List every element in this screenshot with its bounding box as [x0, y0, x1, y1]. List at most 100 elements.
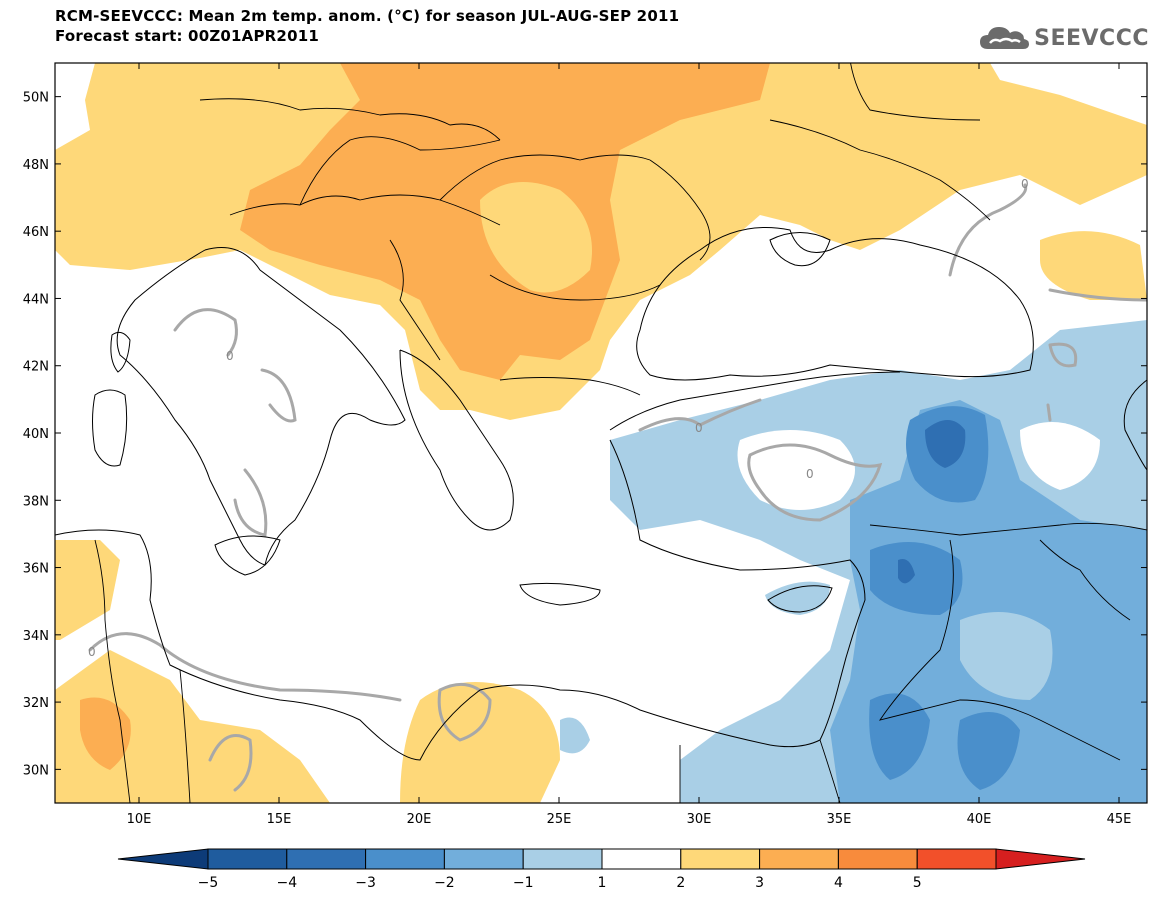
country-borders: [94, 63, 1147, 803]
anomaly-hole-white-caucasus: [1020, 422, 1100, 490]
anomaly-region-dark-blue-syria: [898, 559, 915, 584]
anomaly-region-dark-blue: [925, 420, 966, 468]
lon-tick-label: 15E: [267, 812, 292, 827]
contour-label: 0: [695, 421, 703, 435]
colorbar-label: 1: [598, 875, 607, 891]
contour-label: 0: [806, 467, 814, 481]
border-line: [850, 63, 981, 121]
north-africa-coast: [55, 529, 771, 761]
coastlines: [55, 63, 1147, 803]
lon-tick-label: 35E: [827, 812, 852, 827]
lat-tick-label: 48N: [23, 158, 49, 173]
corsica-coast: [110, 331, 131, 373]
seevccc-logo: SEEVCCC: [978, 22, 1149, 54]
anomaly-region-light-blue-west-cyprus: [765, 581, 830, 615]
lat-tick-label: 40N: [23, 427, 49, 442]
border-line: [179, 669, 191, 803]
border-line: [649, 159, 711, 261]
crete-coast: [519, 582, 601, 606]
colorbar-label: 2: [676, 875, 685, 891]
colorbar-bin: [916, 848, 997, 870]
colorbar-label: 5: [913, 875, 922, 891]
lat-tick-label: 42N: [23, 360, 49, 375]
longitude-axis: 10E 15E 20E 25E 30E 35E 40E 45E: [127, 63, 1132, 827]
anomaly-hole-white-anatolia: [737, 430, 855, 510]
lon-tick-label: 25E: [547, 812, 572, 827]
lon-tick-label: 10E: [127, 812, 152, 827]
sardinia-coast: [92, 389, 128, 467]
border-line: [769, 119, 991, 221]
colorbar: −5 −4 −3 −2 −1 1 2 3 4 5: [117, 848, 1086, 891]
contour-line: [208, 734, 253, 792]
lat-tick-label: 38N: [23, 494, 49, 509]
anomaly-region-light-blue-aegean: [560, 717, 590, 754]
anomaly-region-orange-tunisia: [80, 697, 131, 770]
colorbar-label: −3: [355, 875, 376, 891]
lat-tick-label: 36N: [23, 562, 49, 577]
contour-line: [437, 682, 492, 742]
colorbar-label: −5: [198, 875, 219, 891]
contour-label: 0: [1021, 177, 1029, 191]
colorbar-label: −1: [513, 875, 534, 891]
colorbar-bin: [680, 848, 761, 870]
contour-labels: 0 0 0 0 0: [88, 177, 1029, 659]
colorbar-bin: [365, 848, 445, 870]
anomaly-region-blue-arabia: [957, 712, 1020, 790]
italy-coast: [116, 247, 406, 566]
colorbar-label: −2: [434, 875, 455, 891]
colorbar-low-end: [117, 848, 209, 870]
anomaly-region-blue-jordan: [869, 693, 930, 780]
colorbar-bin: [286, 848, 367, 870]
contour-label: 0: [88, 645, 96, 659]
anomaly-hole-light-blue-middle: [960, 612, 1053, 700]
lat-tick-label: 32N: [23, 696, 49, 711]
anomaly-region-blue-syria: [870, 542, 963, 615]
caspian-coast: [1123, 379, 1147, 471]
contour-line: [747, 443, 883, 522]
lat-tick-label: 34N: [23, 629, 49, 644]
colorbar-bin: [759, 848, 839, 870]
contour-line: [260, 368, 297, 423]
border-line: [878, 539, 1121, 761]
lon-tick-label: 45E: [1107, 812, 1132, 827]
contour-line: [88, 632, 402, 702]
contour-line: [638, 398, 762, 432]
border-line: [819, 739, 841, 803]
cloud-icon: [980, 27, 1030, 49]
latitude-axis: 30N 32N 34N 36N 38N 40N 42N 44N 46N 48N 50N: [23, 91, 1147, 778]
contour-line: [1046, 403, 1052, 422]
colorbar-label: 4: [834, 875, 843, 891]
border-line: [199, 98, 501, 141]
colorbar-bin: [837, 848, 918, 870]
sicily-coast: [214, 535, 281, 576]
map-title: RCM-SEEVCCC: Mean 2m temp. anom. (°C) fo…: [55, 6, 679, 46]
zero-contours: [88, 183, 1147, 792]
lat-tick-label: 46N: [23, 225, 49, 240]
border-line: [389, 239, 441, 361]
black-sea-coast: [636, 227, 1034, 381]
logo-text: SEEVCCC: [1034, 25, 1149, 51]
anomaly-fields: 0 0 0 0 0: [55, 63, 1147, 803]
anomaly-region-light-orange-africa: [55, 540, 120, 640]
lon-tick-label: 40E: [967, 812, 992, 827]
colorbar-bin: [207, 848, 288, 870]
contour-label: 0: [226, 349, 234, 363]
border-line: [1039, 539, 1131, 621]
border-line: [439, 154, 651, 201]
lat-tick-label: 50N: [23, 91, 49, 106]
title-line-1: RCM-SEEVCCC: Mean 2m temp. anom. (°C) fo…: [55, 7, 680, 25]
colorbar-label: −4: [276, 875, 297, 891]
border-line: [94, 539, 131, 803]
colorbar-high-end: [995, 848, 1086, 870]
contour-line: [1048, 288, 1147, 302]
title-line-2: Forecast start: 00Z01APR2011: [55, 27, 319, 45]
lat-tick-label: 44N: [23, 292, 49, 307]
crimea-coast: [769, 232, 831, 267]
lon-tick-label: 30E: [687, 812, 712, 827]
contour-line: [948, 183, 1028, 277]
greece-coast: [399, 349, 514, 531]
border-line: [229, 194, 501, 226]
contour-line: [1048, 342, 1078, 368]
anomaly-hole-light: [480, 182, 592, 293]
